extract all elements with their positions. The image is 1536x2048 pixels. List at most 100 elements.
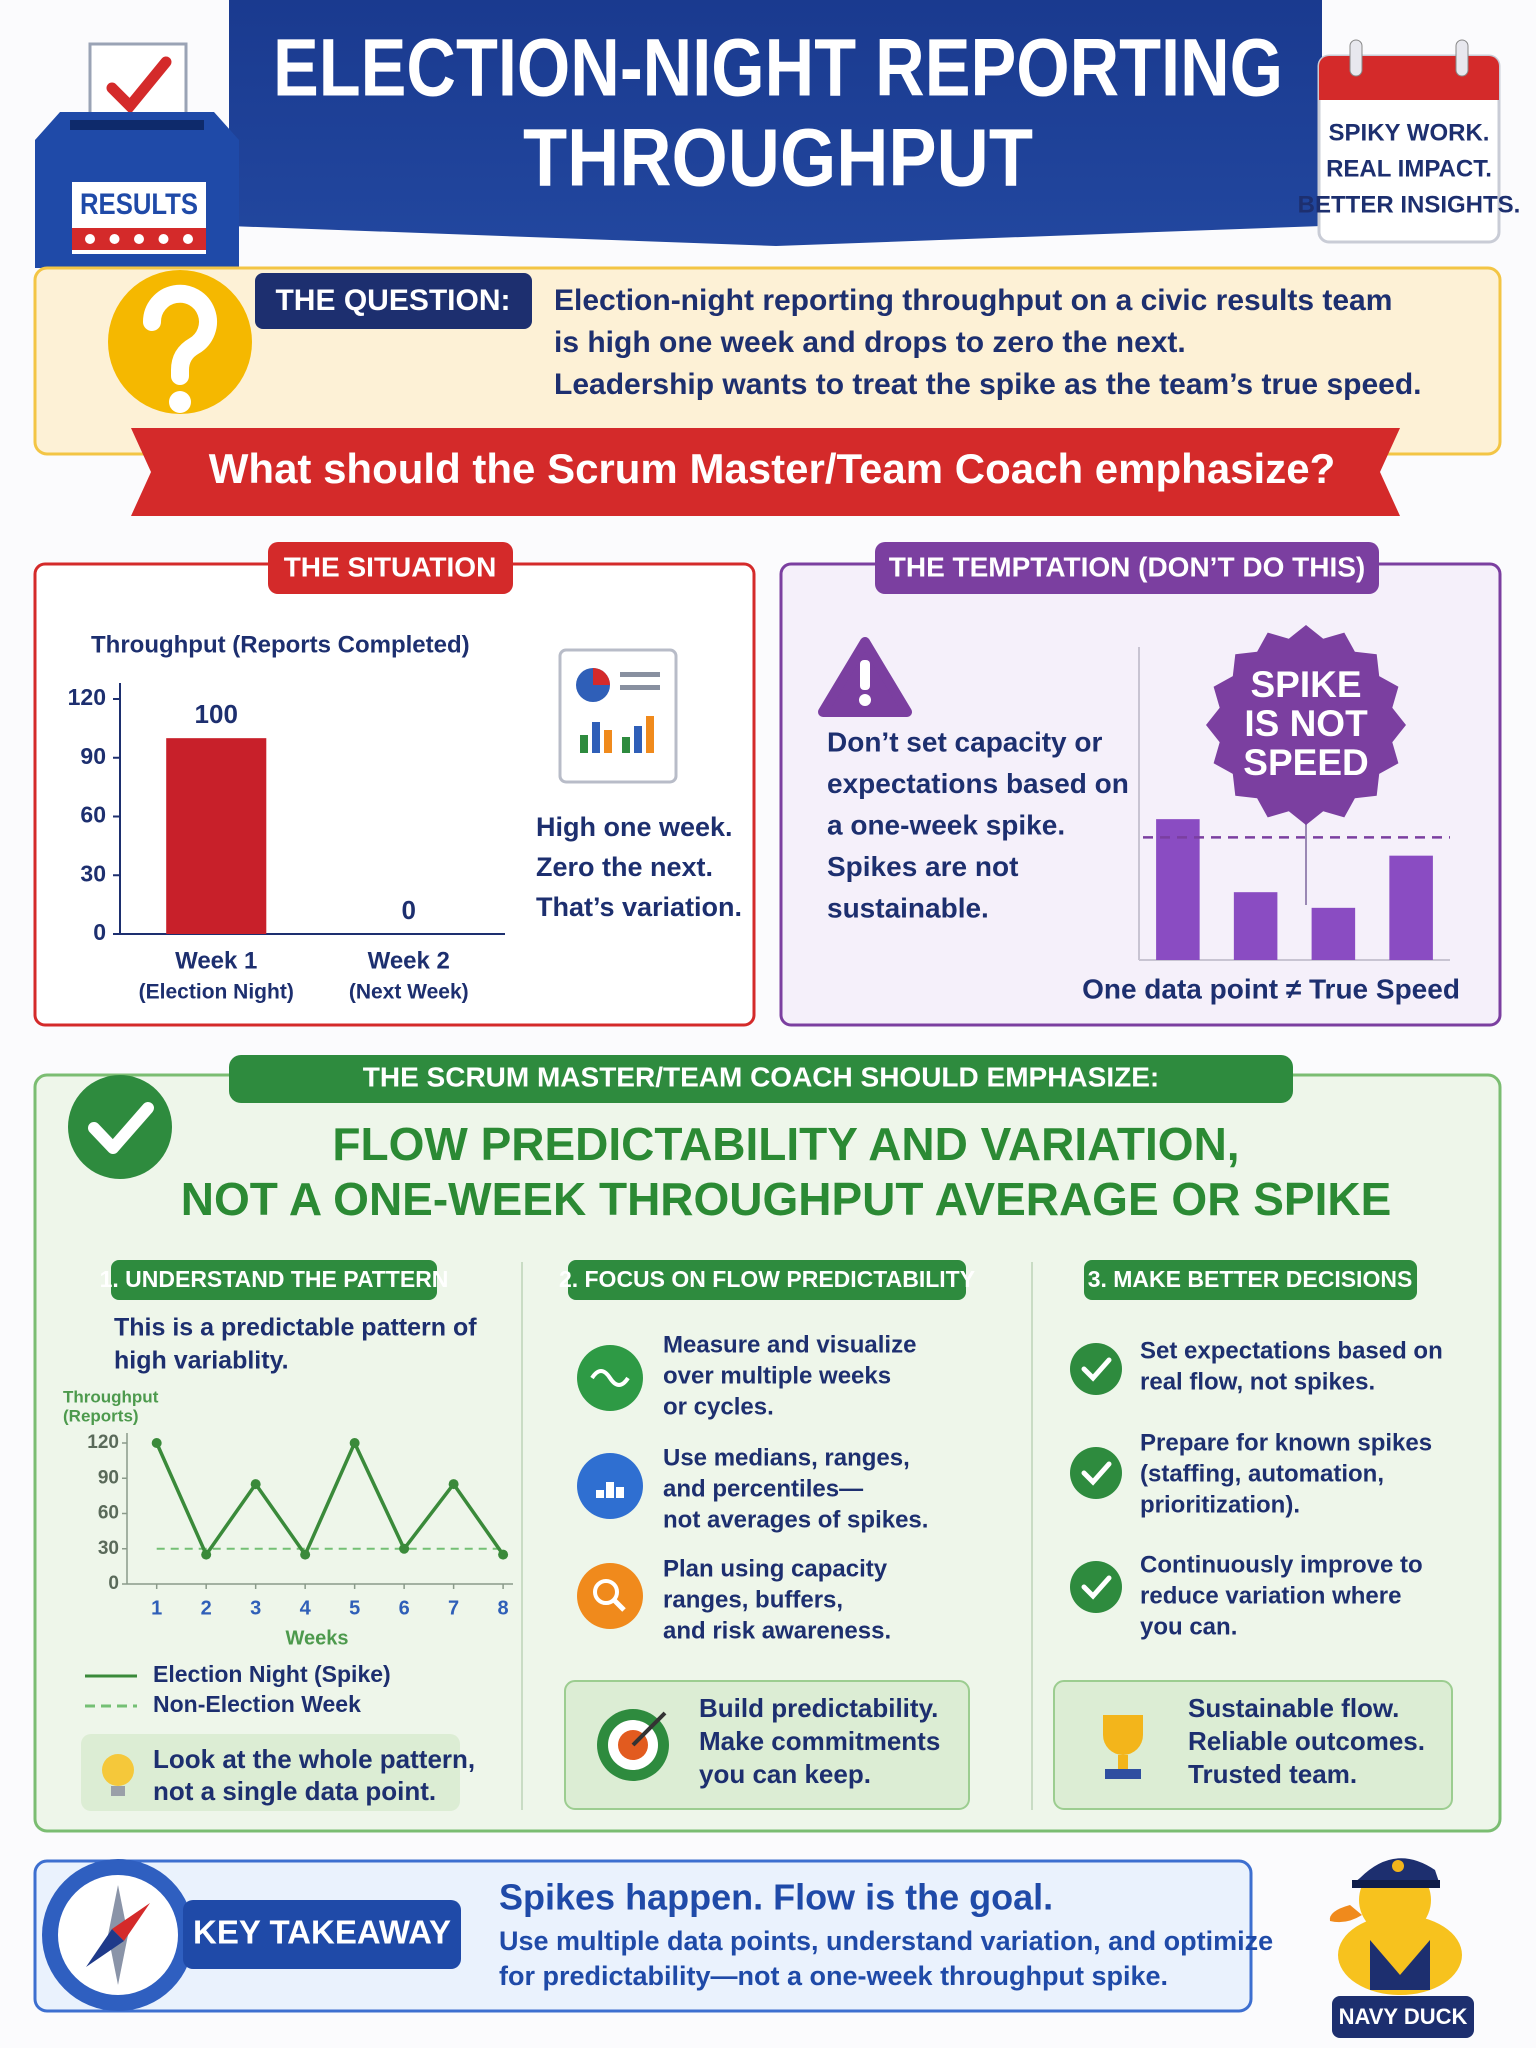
point	[448, 1479, 459, 1490]
item-line: Set expectations based on	[1140, 1337, 1443, 1364]
item-line: not averages of spikes.	[663, 1506, 928, 1533]
trophy-stem	[1118, 1755, 1128, 1769]
duck-label-box	[1332, 1996, 1474, 2038]
ballot-star	[183, 234, 193, 244]
y-tick-label: 0	[93, 919, 106, 945]
situation-line: High one week.	[536, 812, 733, 842]
box-line: Reliable outcomes.	[1188, 1726, 1425, 1756]
item-icon	[577, 1563, 643, 1629]
duck-mascot	[1329, 1858, 1474, 2038]
y-tick-label: 30	[80, 860, 106, 886]
series-line	[155, 1441, 505, 1557]
box-line: Build predictability.	[699, 1693, 938, 1723]
temptation-line: sustainable.	[827, 892, 989, 923]
item-line: Measure and visualize	[663, 1331, 916, 1358]
item-line: reduce variation where	[1140, 1582, 1401, 1609]
box-line: Make commitments	[699, 1726, 940, 1756]
item-line: or cycles.	[663, 1393, 774, 1420]
takeaway-panel	[33, 1859, 1253, 2013]
question-line: Election-night reporting throughput on a…	[554, 284, 1392, 317]
question-glyph	[142, 284, 217, 385]
point	[201, 1549, 212, 1560]
takeaway-line: Use multiple data points, understand var…	[499, 1926, 1273, 1956]
item-icon-glyph	[616, 1487, 624, 1498]
column-title-pill	[1084, 1260, 1417, 1300]
point	[151, 1438, 162, 1448]
calendar-line: SPIKY WORK.	[1329, 119, 1490, 146]
calendar-ring	[1349, 39, 1363, 77]
y-tick-label: 0	[108, 1573, 119, 1594]
bulb-icon	[102, 1754, 134, 1796]
tip-box	[81, 1734, 460, 1811]
temptation-line: expectations based on	[827, 768, 1129, 799]
report-bar	[592, 722, 600, 753]
question-label-pill	[255, 273, 532, 329]
y-tick-label: 120	[68, 684, 106, 710]
report-line	[620, 685, 660, 690]
calendar-top	[1319, 56, 1499, 100]
calendar	[1317, 39, 1501, 244]
takeaway-label: KEY TAKEAWAY	[193, 1914, 451, 1951]
emphasis-check	[88, 1102, 154, 1154]
item-line: you can.	[1140, 1613, 1237, 1640]
title-line: ELECTION-NIGHT REPORTING	[273, 23, 1283, 114]
intro-line: This is a predictable pattern of	[114, 1314, 477, 1342]
question-dot	[169, 391, 191, 413]
x-tick-label: 8	[498, 1597, 509, 1619]
bar	[1389, 855, 1433, 960]
report-bar	[634, 726, 642, 753]
item-icon-glyph	[590, 1369, 630, 1387]
duck-body	[1338, 1915, 1462, 1995]
point	[250, 1479, 261, 1490]
column-title: 2. FOCUS ON FLOW PREDICTABILITY	[559, 1266, 975, 1292]
situation-label: THE SITUATION	[284, 551, 497, 582]
item-line: and risk awareness.	[663, 1617, 891, 1644]
report-pie-slice	[593, 668, 610, 685]
check-glyph	[1081, 1575, 1112, 1600]
emphasis-label-pill	[229, 1055, 1293, 1103]
prompt-ribbon	[131, 428, 1400, 516]
point	[498, 1549, 509, 1560]
item-line: Plan using capacity	[663, 1555, 888, 1582]
y-tick-label: 60	[80, 802, 106, 828]
box-line: Trusted team.	[1188, 1759, 1357, 1789]
situation-line: That’s variation.	[536, 892, 742, 922]
col2-box	[564, 1680, 970, 1810]
question-icon	[108, 270, 252, 414]
compass-icon	[42, 1859, 194, 2011]
tip-line: Look at the whole pattern,	[153, 1744, 475, 1774]
ballot-star	[109, 234, 120, 244]
check-icon	[1070, 1447, 1122, 1499]
y-axis-title: (Reports)	[63, 1406, 139, 1425]
check-icon	[1070, 1343, 1122, 1395]
column-title: 1. UNDERSTAND THE PATTERN	[100, 1266, 449, 1292]
y-tick-label: 90	[98, 1467, 119, 1488]
y-axis-title: Throughput	[63, 1387, 159, 1406]
x-tick-label: 2	[201, 1597, 212, 1619]
y-tick-label: 30	[98, 1538, 119, 1559]
legend-label: Non-Election Week	[153, 1691, 361, 1717]
compass-needle	[112, 1903, 150, 1941]
title-line: THROUGHPUT	[523, 113, 1033, 204]
x-tick-label: 4	[300, 1597, 312, 1619]
calendar-line: BETTER INSIGHTS.	[1298, 191, 1521, 218]
situation-line: Zero the next.	[536, 852, 713, 882]
ballot-star	[134, 234, 144, 244]
spike-badge	[1206, 625, 1406, 825]
calendar-ring	[1455, 39, 1469, 77]
column-title-pill	[111, 1260, 437, 1300]
temptation-line: a one-week spike.	[827, 809, 1065, 840]
question-circle	[108, 270, 252, 414]
x-axis-title: Weeks	[285, 1627, 348, 1649]
ballot-star	[85, 234, 95, 244]
mascot-label: NAVY DUCK	[1339, 2004, 1468, 2029]
x-tick-label: Week 1	[175, 947, 257, 974]
x-tick-label: Week 2	[368, 947, 450, 974]
target-arrow	[631, 1711, 667, 1747]
item-line: and percentiles—	[663, 1475, 863, 1502]
emphasis-check-circle	[68, 1075, 172, 1179]
x-tick-note: (Next Week)	[349, 981, 469, 1004]
point	[399, 1543, 410, 1554]
y-tick-label: 60	[98, 1503, 119, 1524]
